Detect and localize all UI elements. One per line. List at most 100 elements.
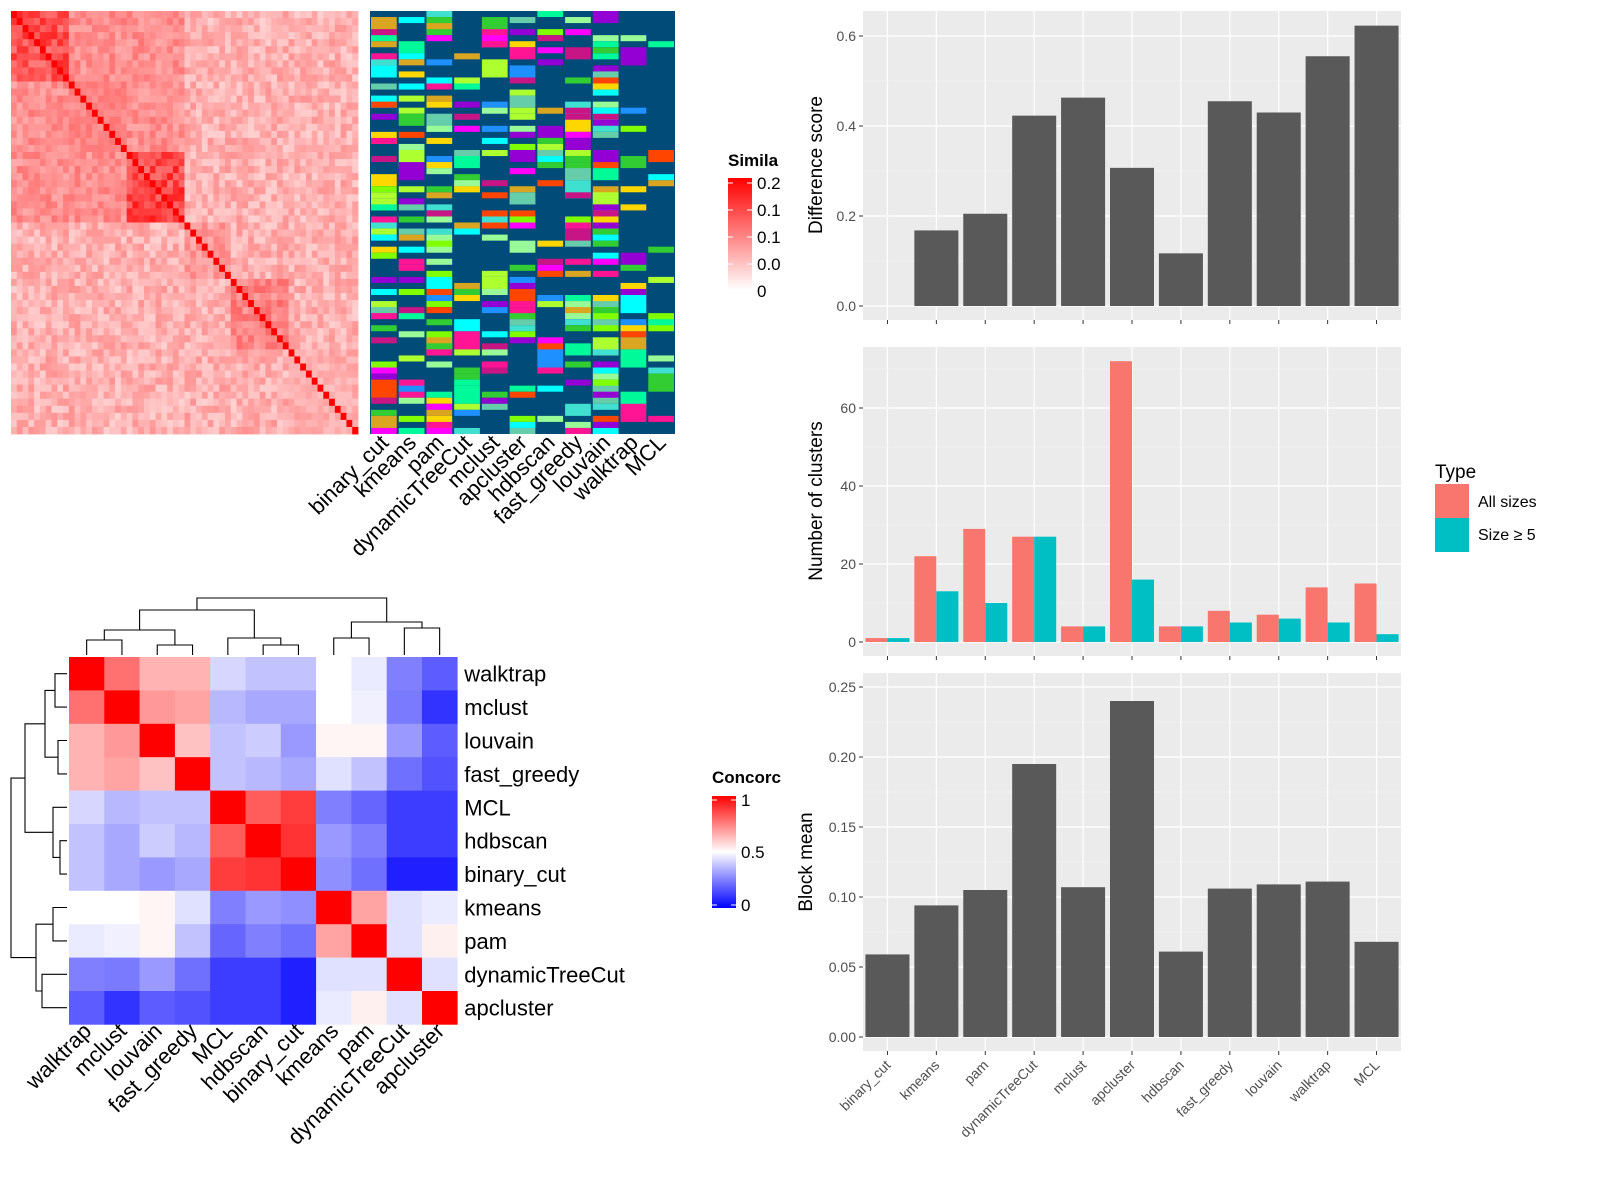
- similarity-cell: [74, 32, 81, 40]
- membership-cell: [592, 270, 619, 277]
- similarity-cell: [120, 328, 128, 336]
- similarity-cell: [253, 314, 261, 322]
- similarity-cell: [115, 180, 122, 188]
- similarity-cell: [236, 201, 243, 209]
- concordance-cell: [280, 657, 317, 691]
- similarity-cell: [242, 250, 249, 259]
- similarity-cell: [28, 137, 35, 146]
- similarity-cell: [138, 130, 145, 139]
- similarity-cell: [167, 250, 174, 259]
- similarity-cell: [57, 349, 64, 357]
- similarity-cell: [242, 180, 249, 188]
- membership-cell: [454, 288, 480, 296]
- membership-cell: [454, 113, 480, 120]
- similarity-cell: [288, 53, 295, 61]
- similarity-cell: [86, 180, 93, 188]
- similarity-cell: [305, 419, 313, 428]
- concordance-cell: [316, 723, 352, 758]
- membership-cell: [481, 101, 508, 108]
- similarity-cell: [97, 18, 104, 26]
- similarity-cell: [155, 300, 162, 308]
- similarity-cell: [190, 144, 197, 153]
- similarity-cell: [11, 391, 18, 400]
- similarity-cell: [219, 391, 226, 400]
- membership-cell: [481, 397, 508, 404]
- similarity-cell: [352, 328, 359, 336]
- similarity-cell: [16, 39, 23, 47]
- similarity-cell: [63, 18, 70, 26]
- similarity-cell: [80, 335, 87, 343]
- membership-cell: [426, 162, 453, 169]
- similarity-cell: [213, 222, 220, 230]
- bar: [1256, 112, 1301, 306]
- concordance-cell: [69, 890, 105, 925]
- similarity-cell: [207, 363, 214, 371]
- membership-cell: [426, 361, 453, 368]
- similarity-cell: [248, 18, 255, 26]
- similarity-cell: [161, 123, 168, 132]
- similarity-cell: [334, 222, 342, 230]
- similarity-cell: [86, 152, 93, 160]
- similarity-cell: [259, 356, 266, 364]
- similarity-cell: [190, 278, 197, 287]
- similarity-cell: [288, 243, 295, 252]
- similarity-cell: [178, 102, 185, 111]
- similarity-cell: [28, 250, 35, 259]
- similarity-cell: [265, 271, 272, 280]
- similarity-cell: [300, 60, 307, 68]
- similarity-cell: [242, 208, 249, 216]
- similarity-cell: [294, 412, 301, 421]
- similarity-cell: [323, 293, 330, 301]
- similarity-cell: [311, 405, 318, 414]
- similarity-cell: [317, 243, 324, 252]
- dendrogram-branch: [59, 840, 67, 875]
- concordance-cell: [316, 690, 352, 725]
- similarity-cell: [144, 208, 151, 216]
- similarity-cell: [132, 166, 139, 174]
- concordance-cell: [245, 690, 282, 725]
- similarity-cell: [282, 328, 289, 336]
- similarity-cell: [323, 398, 330, 407]
- similarity-cell: [300, 229, 307, 237]
- similarity-cell: [126, 370, 133, 378]
- similarity-cell: [265, 328, 272, 336]
- similarity-cell: [178, 67, 185, 75]
- similarity-cell: [57, 300, 64, 308]
- similarity-cell: [277, 307, 284, 315]
- similarity-cell: [242, 285, 249, 294]
- similarity-cell: [248, 391, 255, 400]
- similarity-cell: [34, 349, 41, 357]
- similarity-cell: [80, 370, 87, 378]
- similarity-cell: [161, 405, 168, 414]
- similarity-cell: [16, 130, 23, 139]
- similarity-cell: [109, 278, 116, 287]
- similarity-cell: [80, 356, 87, 364]
- similarity-cell: [39, 271, 47, 280]
- membership-cell: [426, 343, 453, 350]
- y-tick-label: 0.20: [829, 749, 856, 765]
- similarity-cell: [248, 426, 255, 435]
- similarity-cell: [323, 370, 330, 378]
- similarity-cell: [16, 356, 23, 364]
- similarity-cell: [242, 412, 249, 421]
- similarity-cell: [144, 173, 151, 181]
- similarity-cell: [28, 419, 35, 428]
- similarity-cell: [277, 102, 284, 111]
- similarity-cell: [323, 271, 330, 280]
- similarity-cell: [109, 370, 116, 378]
- similarity-cell: [230, 109, 237, 118]
- similarity-cell: [265, 102, 272, 111]
- similarity-cell: [120, 67, 128, 75]
- similarity-cell: [144, 166, 151, 174]
- similarity-cell: [213, 173, 220, 181]
- membership-cell: [592, 373, 619, 380]
- similarity-cell: [190, 137, 197, 146]
- similarity-cell: [201, 152, 209, 160]
- similarity-cell: [22, 67, 29, 75]
- similarity-cell: [253, 243, 261, 252]
- similarity-cell: [51, 264, 58, 273]
- similarity-cell: [126, 300, 133, 308]
- similarity-cell: [207, 278, 214, 287]
- similarity-cell: [167, 208, 174, 216]
- similarity-cell: [323, 264, 330, 273]
